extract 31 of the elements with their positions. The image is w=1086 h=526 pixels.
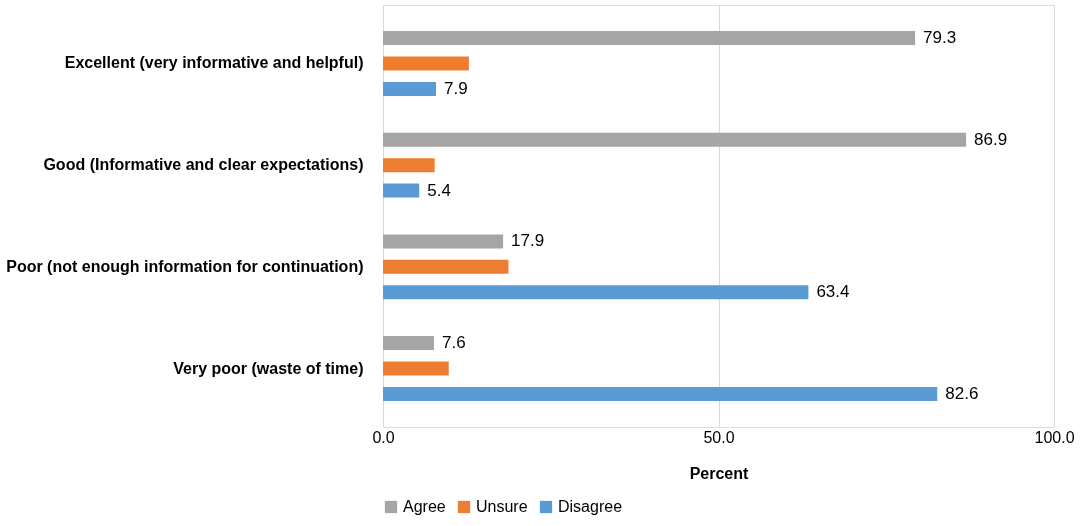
data-label: 86.9 [974, 129, 1008, 149]
x-tick-label: 50.0 [703, 428, 735, 446]
data-label: 82.6 [945, 383, 979, 403]
y-tick-label: Very poor (waste of time) [173, 359, 364, 377]
data-label: 7.9 [444, 78, 468, 98]
bar [383, 259, 509, 274]
bar [383, 31, 916, 46]
data-label: 17.9 [511, 231, 545, 251]
bar [383, 285, 809, 300]
bar [383, 81, 437, 96]
data-label: 5.4 [427, 180, 451, 200]
y-tick-label: Good (Informative and clear expectations) [43, 156, 364, 174]
bar [383, 386, 938, 401]
x-tick-label: 100.0 [1034, 428, 1075, 446]
bar [383, 336, 434, 351]
y-tick-label: Poor (not enough information for continuation) [6, 257, 364, 275]
bar [383, 132, 967, 147]
legend-label: Disagree [558, 498, 623, 515]
bar [383, 361, 449, 376]
legend-label: Unsure [476, 498, 528, 515]
bar [383, 158, 435, 173]
data-label: 63.4 [816, 282, 850, 302]
bar [383, 56, 469, 71]
data-label: 79.3 [923, 28, 957, 48]
x-axis-title: Percent [689, 464, 750, 482]
y-tick-label: Excellent (very informative and helpful) [64, 54, 364, 72]
data-label: 7.6 [442, 333, 466, 353]
x-tick-label: 0.0 [372, 428, 395, 446]
legend-label: Agree [403, 498, 446, 515]
bar [383, 234, 504, 249]
bar [383, 183, 420, 198]
